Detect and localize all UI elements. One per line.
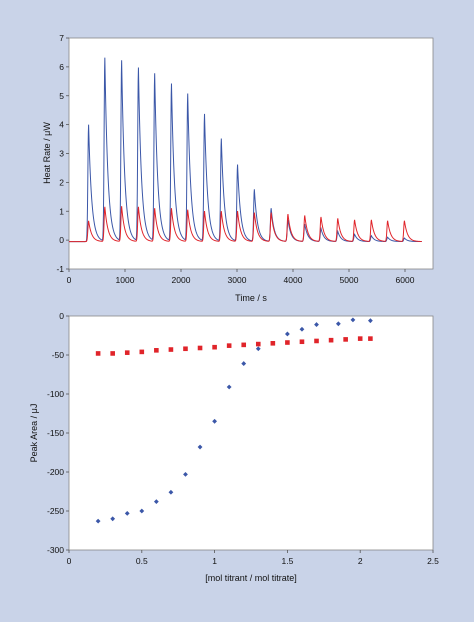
data-point-red <box>124 350 130 355</box>
peak-area-chart: 0 0.5 1 1.5 2 2.5 -300 -250 -200 -150 -100 -50 0 [mo… <box>29 311 439 583</box>
x-tick-label: 1.5 <box>281 556 293 566</box>
data-point-red <box>357 336 363 341</box>
data-point-blue <box>241 361 247 366</box>
data-point-red <box>226 343 232 348</box>
data-point-red <box>255 341 261 347</box>
data-point-red <box>168 347 174 352</box>
x-tick-label: 2 <box>358 556 363 566</box>
data-point-blue <box>168 489 174 495</box>
y-tick-label: 2 <box>59 177 64 187</box>
x-axis-label: Time / s <box>235 293 267 303</box>
y-tick-label: 0 <box>59 235 64 245</box>
data-point-blue <box>110 516 116 522</box>
y-axis-label: Peak Area / μJ <box>29 404 39 463</box>
y-tick-label: 1 <box>59 206 64 216</box>
y-tick-label: 4 <box>59 120 64 130</box>
data-point-blue <box>183 471 188 477</box>
x-tick-label: 3000 <box>228 275 247 285</box>
y-tick-label: 6 <box>59 62 64 72</box>
y-tick-label: -50 <box>52 350 65 360</box>
x-tick-label: 1 <box>212 556 217 566</box>
data-point-red <box>110 351 115 356</box>
data-point-red <box>183 346 188 352</box>
x-tick-label: 2000 <box>172 275 191 285</box>
data-point-blue <box>299 326 305 332</box>
data-point-red <box>197 345 203 351</box>
x-axis-label: [mol titrant / mol titrate] <box>205 573 297 583</box>
data-point-blue <box>95 518 101 524</box>
x-tick-label: 6000 <box>396 275 415 285</box>
y-tick-label: 5 <box>59 91 64 101</box>
x-tick-label: 0 <box>67 275 72 285</box>
series-line-red <box>69 206 422 243</box>
series-group <box>95 317 373 524</box>
data-point-blue <box>367 318 373 324</box>
data-point-red <box>343 337 348 342</box>
data-point-red <box>241 342 247 348</box>
y-tick-label: 0 <box>59 311 64 321</box>
y-tick-label: -250 <box>47 506 64 516</box>
x-tick-label: 4000 <box>284 275 303 285</box>
x-tick-label: 0.5 <box>136 556 148 566</box>
data-point-red <box>154 348 159 353</box>
data-point-red <box>270 341 276 346</box>
data-point-red <box>314 338 319 344</box>
data-point-blue <box>226 384 232 390</box>
data-point-blue <box>124 510 130 516</box>
y-tick-label: -1 <box>56 264 64 274</box>
data-point-blue <box>197 444 203 450</box>
data-point-red <box>368 336 373 341</box>
data-point-red <box>285 340 290 345</box>
data-point-blue <box>285 331 290 337</box>
y-tick-label: -100 <box>47 389 64 399</box>
y-tick-label: 3 <box>59 149 64 159</box>
series-group <box>69 57 422 243</box>
y-tick-label: 7 <box>59 33 64 43</box>
data-point-blue <box>153 499 159 505</box>
y-axis-label: Heat Rate / μW <box>42 122 52 184</box>
y-tick-label: -300 <box>47 545 64 555</box>
data-point-blue <box>335 321 341 327</box>
data-point-red <box>328 337 334 343</box>
x-tick-label: 1000 <box>116 275 135 285</box>
y-tick-label: -200 <box>47 467 64 477</box>
plot-area <box>68 315 434 551</box>
axes: 0 0.5 1 1.5 2 2.5 -300 -250 -200 -150 -100 -50 0 <box>47 311 439 566</box>
data-point-blue <box>350 317 356 323</box>
data-point-red <box>139 349 145 355</box>
data-point-blue <box>139 508 145 514</box>
data-point-red <box>212 344 217 350</box>
x-tick-label: 5000 <box>340 275 359 285</box>
series-line-blue <box>69 57 422 243</box>
plot-area <box>68 37 434 270</box>
data-point-blue <box>212 418 217 424</box>
x-tick-label: 0 <box>67 556 72 566</box>
data-point-blue <box>314 322 319 327</box>
x-tick-label: 2.5 <box>427 556 439 566</box>
data-point-red <box>299 339 305 345</box>
data-point-red <box>95 351 101 356</box>
y-tick-label: -150 <box>47 428 64 438</box>
data-point-blue <box>255 346 261 352</box>
